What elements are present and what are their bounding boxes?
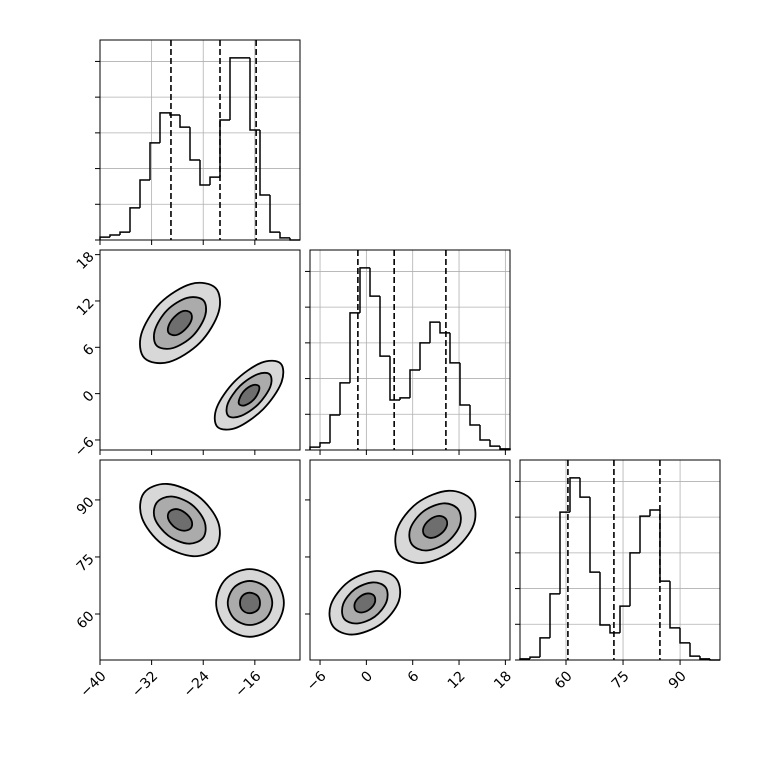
histogram-step [349, 312, 360, 383]
histogram-step [549, 593, 560, 638]
panel-frame [99, 39, 301, 241]
histogram-step [619, 605, 630, 633]
y-tick-label: 12 [74, 295, 98, 319]
histogram-step [659, 510, 670, 582]
histogram-step [319, 442, 330, 448]
y-tick-label: 75 [74, 551, 98, 575]
x-tick-label: 18 [491, 668, 515, 692]
contour [166, 508, 194, 532]
histogram-step [259, 130, 270, 196]
histogram-step [669, 581, 680, 629]
contour [166, 309, 193, 337]
histogram-step [279, 232, 290, 239]
histogram-step [489, 440, 500, 447]
histogram-step [559, 511, 570, 594]
histogram-step [149, 142, 160, 180]
histogram-step [639, 515, 650, 553]
histogram-step [369, 267, 380, 297]
histogram-step [119, 231, 130, 235]
histogram-step [269, 195, 280, 233]
histogram-step [109, 234, 120, 238]
x-tick-label: −16 [232, 668, 264, 700]
histogram-step [359, 267, 370, 313]
x-tick-label: 60 [552, 668, 576, 692]
histogram-step [629, 552, 640, 607]
histogram-step [189, 127, 200, 161]
panel-frame [519, 459, 721, 661]
y-tick-label: 0 [80, 388, 98, 406]
y-tick-label: −6 [72, 434, 98, 460]
x-tick-label: 75 [609, 668, 633, 692]
histogram-step [689, 642, 700, 657]
panel-frame [99, 249, 301, 451]
y-tick-label: 18 [74, 249, 98, 273]
contour [237, 383, 261, 407]
x-tick-label: 6 [405, 668, 423, 686]
histogram-step [409, 369, 420, 398]
histogram-step [429, 321, 440, 343]
histogram-step [609, 625, 620, 634]
histogram-step [169, 112, 180, 116]
histogram-step [139, 179, 150, 208]
y-tick-label: 6 [80, 342, 98, 360]
histogram-step [469, 405, 480, 426]
x-tick-label: 0 [358, 668, 376, 686]
x-tick-label: −6 [304, 668, 330, 694]
histogram-step [389, 356, 400, 401]
contour [353, 592, 377, 614]
x-tick-label: 12 [445, 668, 469, 692]
histogram-step [329, 414, 340, 443]
histogram-step [379, 296, 390, 357]
x-tick-label: 90 [666, 668, 690, 692]
contour [239, 591, 261, 615]
histogram-step [419, 342, 430, 370]
histogram-step [679, 627, 690, 644]
histogram-step [229, 57, 240, 120]
y-tick-label: 90 [74, 494, 98, 518]
histogram-step [579, 477, 590, 498]
histogram-step [599, 572, 610, 626]
histogram-step [589, 497, 600, 573]
histogram-step [129, 207, 140, 233]
histogram-step [459, 362, 470, 406]
x-tick-label: −24 [181, 668, 213, 700]
histogram-step [199, 160, 210, 186]
x-tick-label: −32 [129, 668, 161, 700]
panel-frame [309, 459, 511, 661]
histogram-step [479, 425, 490, 441]
histogram-step [539, 637, 550, 658]
histogram-step [699, 656, 710, 660]
histogram-step [649, 509, 660, 517]
histogram-step [179, 115, 190, 128]
histogram-step [439, 322, 450, 334]
histogram-step [339, 382, 350, 415]
histogram-step [209, 176, 220, 185]
histogram-step [399, 397, 410, 400]
histogram-step [159, 112, 170, 143]
contour [422, 514, 449, 539]
y-tick-label: 60 [74, 608, 98, 632]
histogram-step [529, 656, 540, 659]
x-tick-label: −40 [77, 668, 109, 700]
panel-frame [309, 249, 511, 451]
histogram-step [449, 332, 460, 364]
panel-frame [99, 459, 301, 661]
histogram-step [569, 477, 580, 513]
